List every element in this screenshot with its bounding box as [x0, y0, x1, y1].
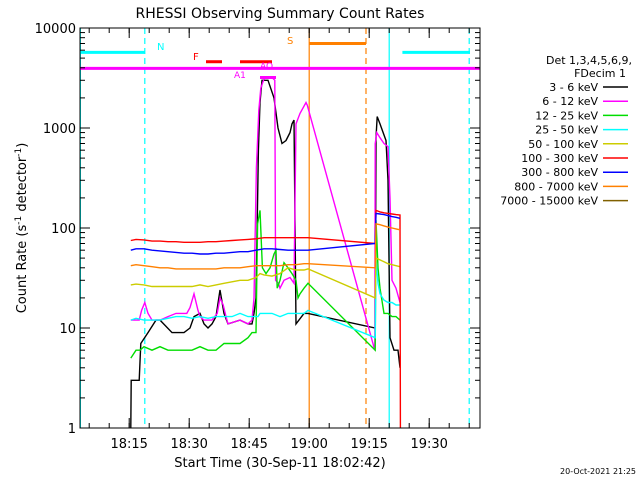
- y-axis-label-part3: ): [15, 143, 30, 148]
- legend-entry-label: 800 - 7000 keV: [514, 180, 598, 193]
- series-line-25-50-kev: [130, 258, 400, 339]
- indicator-bar-labels: N S F A1 AO: [157, 36, 293, 81]
- bar-label-a1: A1: [234, 71, 246, 81]
- series-line-300-800-kev: [130, 212, 401, 255]
- series-lines: [130, 76, 402, 428]
- series-line-50-100-kev: [130, 257, 401, 299]
- legend-entry-label: 12 - 25 keV: [535, 109, 598, 122]
- y-tick-label: 1000: [43, 122, 76, 137]
- series-line-100-300-kev: [130, 209, 402, 428]
- legend-entry-label: 100 - 300 keV: [521, 152, 598, 165]
- y-axis-label-part2: detector: [15, 156, 30, 216]
- x-tick-label: 18:15: [110, 437, 147, 452]
- y-axis-label: Count Rate (s-1 detector-1): [14, 143, 30, 314]
- chart-title: RHESSI Observing Summary Count Rates: [136, 6, 425, 22]
- y-tick-label: 10: [59, 322, 76, 337]
- x-tick-label: 19:15: [350, 437, 387, 452]
- x-axis-label: Start Time (30-Sep-11 18:02:42): [174, 456, 385, 471]
- x-tick-label: 18:45: [230, 437, 267, 452]
- legend-entry-label: 6 - 12 keV: [542, 95, 598, 108]
- bar-label-f: F: [193, 52, 199, 63]
- legend-entry-label: 7000 - 15000 keV: [500, 195, 598, 208]
- series-line-3-6-kev: [130, 79, 401, 428]
- plot-area: [79, 27, 481, 429]
- x-tick-label: 19:30: [410, 437, 447, 452]
- bar-label-s: S: [287, 36, 293, 47]
- legend-entry-label: 300 - 800 keV: [521, 166, 598, 179]
- x-tick-label: 18:30: [170, 437, 207, 452]
- legend-header-line1: Det 1,3,4,5,6,9,: [546, 54, 632, 67]
- legend-entry-label: 25 - 50 keV: [535, 124, 598, 137]
- y-axis-label-sup1: -1: [14, 216, 24, 225]
- y-axis-label-sup2: -1: [14, 148, 24, 157]
- legend-entry-label: 3 - 6 keV: [549, 81, 598, 94]
- y-axis: 1 10 100 1000 10000: [35, 22, 480, 437]
- footer-timestamp: 20-Oct-2021 21:25: [560, 467, 636, 476]
- x-tick-label: 19:00: [290, 437, 327, 452]
- indicator-bars: [80, 41, 480, 79]
- series-line-800-7000-kev: [130, 223, 401, 270]
- y-tick-label: 10000: [35, 22, 76, 37]
- y-tick-label: 1: [68, 422, 76, 437]
- legend-entry-label: 50 - 100 keV: [528, 138, 598, 151]
- y-tick-label: 100: [51, 222, 76, 237]
- bar-label-n: N: [157, 42, 164, 53]
- bar-label-ao: AO: [260, 62, 273, 72]
- y-axis-label-part1: Count Rate (s: [15, 225, 30, 314]
- legend-header-line2: FDecim 1: [574, 67, 626, 80]
- x-axis: 18:15 18:30 18:45 19:00 19:15 19:30: [88, 28, 470, 452]
